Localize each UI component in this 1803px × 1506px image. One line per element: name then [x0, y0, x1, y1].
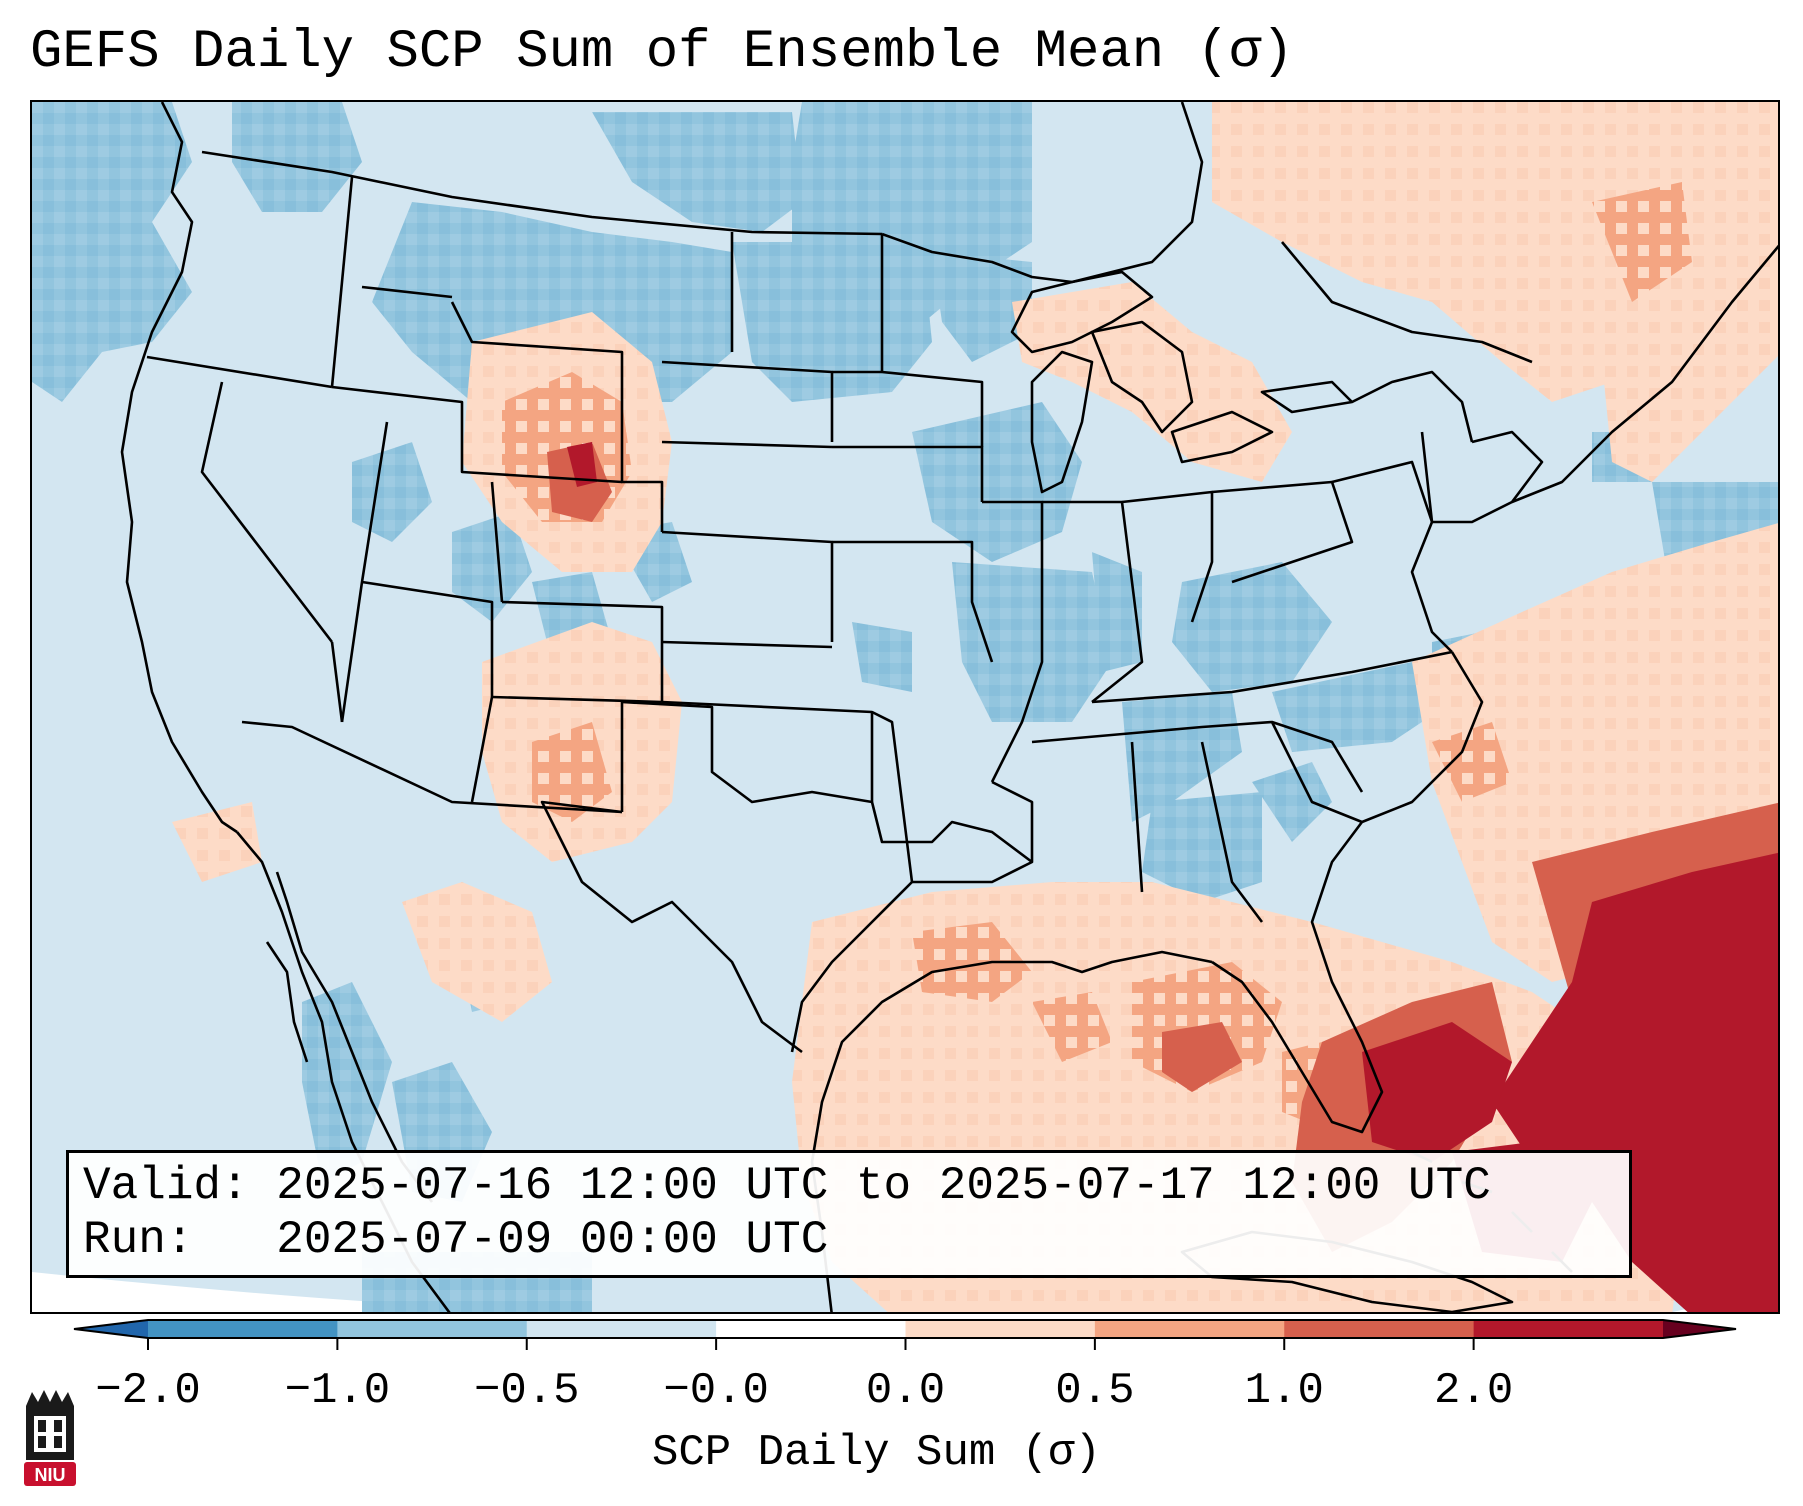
- colorbar-tick-label: 2.0: [1434, 1366, 1514, 1416]
- niu-logo: NIU: [24, 1390, 76, 1486]
- colorbar-segment: [716, 1320, 906, 1338]
- colorbar-segment: [1473, 1320, 1664, 1338]
- colorbar: [73, 1319, 1737, 1350]
- colorbar-segment: [1284, 1320, 1475, 1338]
- map-panel[interactable]: [30, 100, 1780, 1314]
- colorbar-tick-label: 0.0: [865, 1366, 946, 1416]
- projection-edge: [32, 1272, 561, 1312]
- negative-anomaly-areas: [32, 102, 1778, 1312]
- scp-map[interactable]: [32, 102, 1780, 1314]
- logo-text: NIU: [35, 1465, 66, 1485]
- colorbar-segment: [337, 1320, 528, 1338]
- colorbar-tick-label: −0.0: [663, 1366, 769, 1416]
- geographic-boundaries: [120, 102, 1778, 1312]
- colorbar-over-arrow: [1663, 1320, 1736, 1338]
- colorbar-tick-label: 0.5: [1055, 1366, 1135, 1416]
- valid-time-line: Valid: 2025-07-16 12:00 UTC to 2025-07-1…: [83, 1160, 1491, 1212]
- colorbar-segment: [905, 1320, 1096, 1338]
- colorbar-tick-label: −1.0: [284, 1366, 391, 1416]
- colorbar-label: SCP Daily Sum (σ): [652, 1428, 1101, 1478]
- colorbar-tick-label: −0.5: [473, 1366, 580, 1416]
- colorbar-segment: [148, 1320, 338, 1338]
- colorbar-segment: [526, 1320, 717, 1338]
- colorbar-tick-label: 1.0: [1244, 1366, 1324, 1416]
- colorbar-tick-label: −2.0: [95, 1366, 201, 1416]
- colorbar-under-arrow: [74, 1320, 148, 1338]
- run-time-line: Run: 2025-07-09 00:00 UTC: [83, 1214, 829, 1266]
- colorbar-segment: [1094, 1320, 1285, 1338]
- map-title: GEFS Daily SCP Sum of Ensemble Mean (σ): [30, 22, 1294, 83]
- validity-info-box: Valid: 2025-07-16 12:00 UTC to 2025-07-1…: [66, 1150, 1632, 1278]
